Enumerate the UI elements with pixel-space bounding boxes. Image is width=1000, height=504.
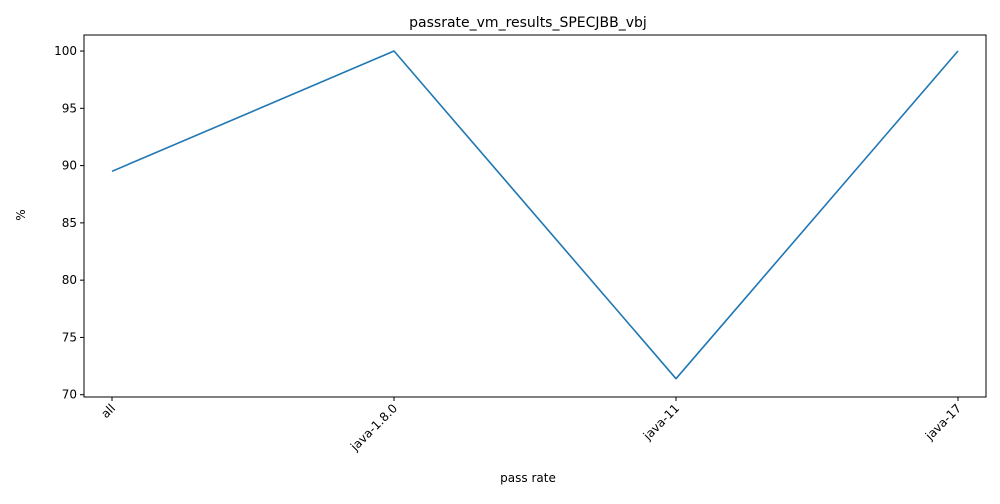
y-tick-label: 95 (62, 101, 77, 115)
y-tick-label: 100 (54, 44, 77, 58)
x-tick-label: java-17 (922, 401, 964, 443)
x-tick-label: java-11 (640, 401, 682, 443)
y-axis-label: % (14, 209, 28, 220)
series-line (111, 50, 959, 380)
y-tick-label: 80 (62, 273, 77, 287)
plot-frame (83, 34, 987, 398)
y-tick-label: 90 (62, 159, 77, 173)
plot-area: 70 75 80 85 90 95 100 all java-1.8.0 java-11 java-… (54, 34, 987, 454)
y-tick-label: 70 (62, 388, 77, 402)
y-tick-label: 75 (62, 330, 77, 344)
x-axis-label: pass rate (500, 471, 556, 485)
x-tick-label: all (98, 401, 118, 421)
x-tick-label: java-1.8.0 (347, 401, 400, 454)
y-tick-label: 85 (62, 216, 77, 230)
chart-title: passrate_vm_results_SPECJBB_vbj (409, 15, 647, 31)
